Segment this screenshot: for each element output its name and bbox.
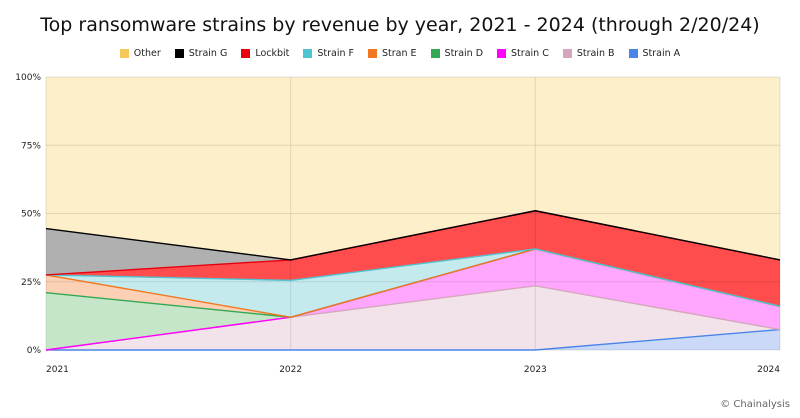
legend-label: Strain A — [642, 48, 681, 59]
area-strain-b — [46, 285, 780, 350]
legend-item-strain-d: Strain D — [430, 48, 484, 59]
legend-item-stran-e: Stran E — [368, 48, 417, 59]
area-lockbit — [46, 210, 780, 307]
x-tick-label: 2024 — [757, 365, 780, 375]
legend-item-strain-c: Strain C — [497, 48, 549, 59]
line-strain-g — [45, 210, 781, 261]
x-tick-label: 2022 — [279, 365, 302, 375]
source-credit: © Chainalysis — [720, 399, 790, 410]
legend-label: Strain F — [317, 48, 355, 59]
area-strain-c — [46, 248, 780, 350]
y-tick-label: 0% — [27, 346, 42, 356]
legend-label: Strain C — [511, 48, 549, 59]
legend-swatch — [303, 49, 313, 58]
legend-swatch — [241, 49, 251, 58]
legend-swatch — [562, 49, 572, 58]
y-tick-label: 50% — [21, 210, 41, 220]
legend: Other Strain G Lockbit Strain F Stran E Strai… — [0, 48, 800, 59]
legend-item-strain-b: Strain B — [562, 48, 615, 59]
legend-item-strain-a: Strain A — [628, 48, 681, 59]
x-tick-label: 2023 — [524, 365, 547, 375]
legend-swatch — [119, 49, 129, 58]
legend-swatch — [430, 49, 440, 58]
legend-label: Other — [133, 48, 161, 59]
legend-swatch — [174, 49, 184, 58]
area-strain-g — [46, 210, 780, 275]
legend-label: Strain B — [576, 48, 615, 59]
y-tick-label: 25% — [21, 278, 41, 288]
legend-label: Strain G — [188, 48, 228, 59]
legend-item-lockbit: Lockbit — [241, 48, 289, 59]
x-tick-label: 2021 — [46, 365, 69, 375]
legend-label: Strain D — [444, 48, 484, 59]
legend-swatch — [628, 49, 638, 58]
chart-title: Top ransomware strains by revenue by yea… — [40, 14, 760, 36]
area-other — [46, 77, 780, 260]
legend-swatch — [368, 49, 378, 58]
line-strain-a — [46, 328, 781, 351]
legend-item-strain-g: Strain G — [174, 48, 228, 59]
legend-item-strain-f: Strain F — [303, 48, 354, 59]
y-tick-label: 75% — [21, 141, 41, 151]
legend-item-other: Other — [119, 48, 161, 59]
legend-label: Lockbit — [255, 48, 290, 59]
line-strain-f — [45, 248, 781, 308]
y-tick-label: 100% — [15, 73, 41, 83]
legend-swatch — [497, 49, 507, 58]
legend-label: Stran E — [382, 48, 417, 59]
